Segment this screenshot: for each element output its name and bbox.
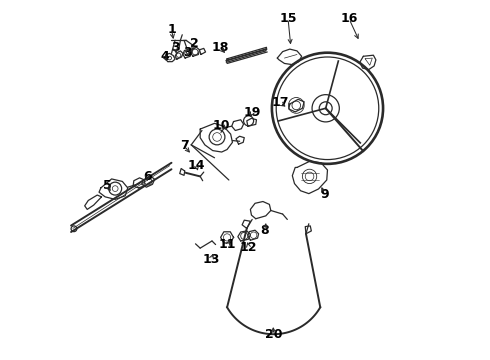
Text: 18: 18 — [211, 41, 228, 54]
Text: 7: 7 — [180, 139, 189, 152]
Text: 5: 5 — [102, 179, 111, 192]
Text: 17: 17 — [271, 96, 289, 109]
Text: 16: 16 — [341, 12, 358, 25]
Text: 10: 10 — [213, 119, 230, 132]
Text: 20: 20 — [265, 328, 282, 341]
Text: 11: 11 — [219, 238, 237, 251]
Text: 19: 19 — [244, 106, 261, 119]
Text: 3: 3 — [183, 46, 192, 59]
Text: 4: 4 — [160, 50, 169, 63]
Text: 15: 15 — [279, 12, 297, 25]
Text: 2: 2 — [191, 37, 199, 50]
Text: 14: 14 — [188, 159, 205, 172]
Text: 8: 8 — [260, 224, 269, 237]
Text: 3: 3 — [171, 41, 179, 54]
Text: 1: 1 — [167, 23, 176, 36]
Text: 9: 9 — [320, 188, 329, 201]
Text: 12: 12 — [240, 241, 257, 254]
Text: 6: 6 — [143, 170, 152, 183]
Text: 13: 13 — [202, 253, 220, 266]
